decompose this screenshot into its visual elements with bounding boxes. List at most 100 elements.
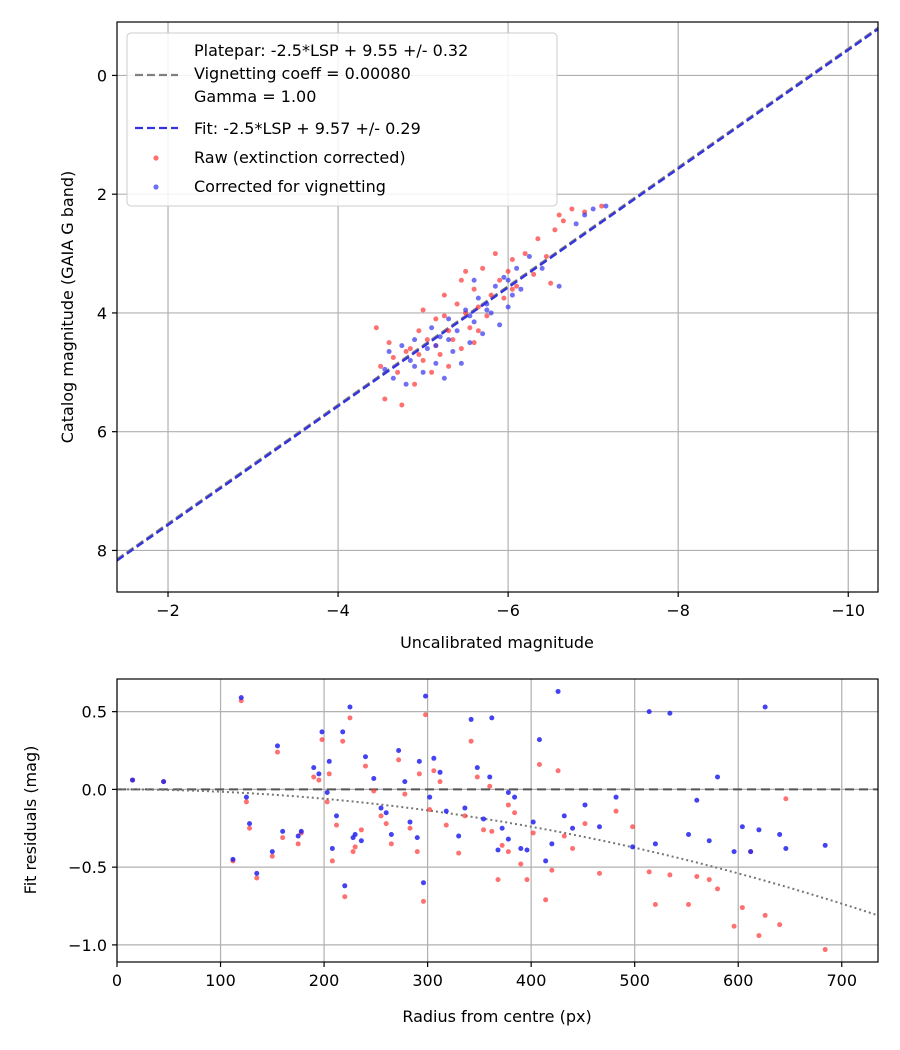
corrected-point [420, 369, 426, 375]
corrected-point [399, 343, 405, 349]
corrected-point [433, 360, 439, 366]
raw-point [492, 251, 498, 257]
raw-point [467, 325, 473, 331]
raw-residual-point [468, 738, 474, 744]
raw-residual-point [431, 768, 437, 774]
bottom-y-tick-label: −1.0 [68, 936, 107, 955]
legend-platepar-label: Platepar: -2.5*LSP + 9.55 +/- 0.32 [194, 41, 468, 60]
top-axis-ticks: −2 −4 −6 −8 −10 0 2 4 6 8 [97, 66, 865, 620]
raw-point [454, 301, 460, 307]
raw-residual-point [652, 901, 658, 907]
corrected-residual-point [777, 831, 783, 837]
raw-point [441, 292, 447, 298]
raw-point [458, 346, 464, 352]
raw-point [480, 265, 486, 271]
top-y-tick-label: 6 [97, 423, 107, 442]
raw-residual-point [247, 825, 253, 831]
corrected-residual-point [499, 825, 505, 831]
raw-point [395, 369, 401, 375]
raw-residual-point [756, 933, 762, 939]
raw-residual-point [512, 810, 518, 816]
corrected-residual-point [505, 790, 511, 796]
corrected-residual-point [543, 858, 549, 864]
corrected-residual-point [667, 710, 673, 716]
top-x-tick-label: −2 [156, 601, 180, 620]
bottom-y-tick-label: 0.5 [82, 703, 107, 722]
top-x-axis-label: Uncalibrated magnitude [400, 633, 594, 652]
raw-residual-point [582, 821, 588, 827]
corrected-point [471, 319, 477, 325]
raw-point [543, 254, 549, 260]
raw-point [484, 313, 490, 319]
corrected-residual-point [822, 842, 828, 848]
raw-point [441, 313, 447, 319]
raw-point [399, 402, 405, 408]
corrected-residual-point [596, 824, 602, 830]
corrected-point [539, 265, 545, 271]
raw-point [390, 354, 396, 360]
raw-residual-point [495, 877, 501, 883]
corrected-residual-point [474, 765, 480, 771]
raw-residual-point [613, 808, 619, 814]
bottom-axis-ticks: 0 100 200 300 400 500 600 700 −1.0 −0.5 0.0 0.5 [68, 703, 857, 990]
corrected-residual-point [555, 688, 561, 694]
corrected-residual-point [423, 693, 429, 699]
top-x-tick-label: −6 [496, 601, 520, 620]
raw-residual-point [388, 841, 394, 847]
top-x-tick-label: −8 [666, 601, 690, 620]
raw-point [599, 203, 605, 209]
raw-residual-point [243, 799, 249, 805]
top-scatter-points [373, 203, 609, 408]
legend-raw-label: Raw (extinction corrected) [194, 148, 406, 167]
corrected-residual-point [230, 856, 236, 862]
legend-vignetting-label: Vignetting coeff = 0.00080 [194, 64, 411, 83]
raw-residual-point [342, 894, 348, 900]
raw-point [556, 212, 562, 218]
corrected-residual-point [388, 831, 394, 837]
corrected-residual-point [437, 769, 443, 775]
corrected-residual-point [298, 828, 304, 834]
raw-residual-point [420, 898, 426, 904]
raw-residual-point [295, 841, 301, 847]
raw-residual-point [254, 875, 260, 881]
raw-residual-point [646, 869, 652, 875]
raw-residual-point [427, 807, 433, 813]
raw-residual-point [777, 922, 783, 928]
corrected-residual-point [414, 835, 420, 841]
bottom-x-tick-label: 100 [205, 971, 236, 990]
raw-point [531, 271, 537, 277]
raw-residual-point [333, 822, 339, 828]
corrected-point [412, 363, 418, 369]
raw-point [407, 346, 413, 352]
corrected-point [382, 366, 388, 372]
corrected-residual-point [748, 849, 754, 855]
bottom-scatter-points [130, 688, 828, 953]
corrected-residual-point [652, 841, 658, 847]
raw-residual-point [269, 853, 275, 859]
raw-point [475, 328, 481, 334]
raw-point [378, 363, 384, 369]
raw-point [446, 363, 452, 369]
residuals-plot: 0 100 200 300 400 500 600 700 −1.0 −0.5 0.0 0.5 Rad… [21, 678, 879, 1026]
corrected-residual-point [396, 748, 402, 754]
raw-residual-point [543, 897, 549, 903]
corrected-residual-point [582, 802, 588, 808]
corrected-point [407, 357, 413, 363]
corrected-residual-point [739, 824, 745, 830]
raw-point [552, 227, 558, 233]
raw-residual-point [630, 824, 636, 830]
raw-residual-point [280, 835, 286, 841]
corrected-residual-point [762, 704, 768, 710]
corrected-residual-point [561, 813, 567, 819]
corrected-point [475, 295, 481, 301]
bottom-y-tick-label: 0.0 [82, 780, 107, 799]
corrected-point [497, 322, 503, 328]
raw-residual-point [474, 774, 480, 780]
corrected-point [509, 292, 515, 298]
raw-point [437, 352, 443, 357]
bottom-plot-frame [116, 678, 879, 963]
corrected-residual-point [161, 779, 167, 785]
bottom-x-tick-label: 700 [826, 971, 857, 990]
corrected-residual-point [319, 729, 325, 735]
